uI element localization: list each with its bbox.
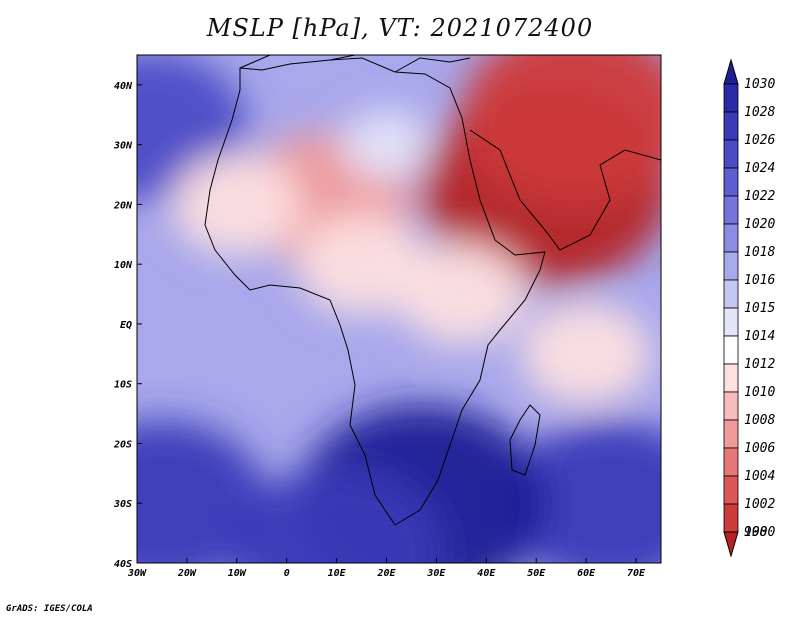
colorbar-segment — [723, 83, 739, 113]
colorbar-label: 1000 — [744, 525, 775, 540]
colorbar-label: 1012 — [744, 357, 775, 372]
colorbar-label: 1028 — [744, 105, 775, 120]
x-tick-label: 20W — [177, 568, 197, 579]
colorbar-label: 1010 — [744, 385, 775, 400]
colorbar-segment — [723, 503, 739, 533]
y-tick-label: 20S — [113, 439, 132, 450]
colorbar-label: 1015 — [744, 301, 775, 316]
colorbar-label: 1002 — [744, 497, 775, 512]
colorbar-label: 1030 — [744, 77, 775, 92]
colorbar-segment — [723, 167, 739, 197]
colorbar-label: 1004 — [744, 469, 775, 484]
y-tick-label: 30S — [113, 499, 132, 510]
colorbar-label: 1026 — [744, 133, 775, 148]
plot-frame — [136, 54, 662, 564]
y-tick-label: 30N — [113, 141, 133, 152]
coastlines — [204, 55, 661, 526]
x-tick-label: 10E — [328, 568, 347, 579]
y-tick-label: EQ — [120, 320, 132, 331]
colorbar-label: 1022 — [744, 189, 775, 204]
colorbar-segment — [723, 111, 739, 141]
y-tick-label: 10S — [114, 380, 132, 391]
colorbar-segment — [723, 335, 739, 365]
colorbar-label: 1006 — [744, 441, 775, 456]
pressure-blob — [521, 302, 652, 405]
axis-ticks: 30W 20W 10W 0 10E 20E 30E 40E 50E 60E 70E 40N 30N 20N… — [113, 81, 646, 579]
pressure-blob — [461, 55, 661, 206]
colorbar-segment — [723, 475, 739, 505]
arabia-coastline — [469, 129, 661, 251]
colorbar-label: 1008 — [744, 413, 775, 428]
mediterranean-coastline — [239, 55, 471, 73]
y-tick-label: 10N — [114, 260, 133, 271]
colorbar-label: 1014 — [744, 329, 775, 344]
colorbar-segment — [723, 307, 739, 337]
x-tick-label: 70E — [627, 568, 646, 579]
pressure-blob — [341, 109, 432, 180]
pressure-blobs — [137, 55, 661, 563]
colorbar-bottom-arrow — [723, 531, 739, 558]
grads-credit: GrADS: IGES/COLA — [6, 604, 93, 614]
pressure-field — [137, 55, 661, 563]
madagascar-coastline — [509, 404, 541, 476]
colorbar-segment — [723, 139, 739, 169]
colorbar-segment — [723, 363, 739, 393]
x-tick-label: 30W — [127, 568, 147, 579]
pressure-blob — [231, 468, 442, 563]
colorbar-segment — [723, 251, 739, 281]
x-tick-label: 60E — [577, 568, 596, 579]
colorbar-segment — [723, 447, 739, 477]
x-tick-label: 30E — [426, 568, 446, 579]
colorbar-label: 1024 — [744, 161, 775, 176]
colorbar-segment — [723, 279, 739, 309]
colorbar-label: 1020 — [744, 217, 775, 232]
colorbar-segment — [723, 195, 739, 225]
colorbar-label: 998 — [744, 525, 768, 540]
x-tick-label: 0 — [284, 568, 290, 579]
colorbar-segment — [723, 223, 739, 253]
x-tick-label: 40E — [477, 568, 496, 579]
colorbar: 1030 1028 1026 1024 1022 1020 1018 1016 1015 1014… — [723, 58, 775, 558]
colorbar-top-arrow — [723, 58, 739, 85]
y-tick-label: 40N — [114, 81, 133, 92]
colorbar-label: 1018 — [744, 245, 775, 260]
pressure-blob — [296, 213, 427, 316]
x-tick-label: 50E — [527, 568, 546, 579]
y-tick-label: 20N — [113, 200, 133, 211]
colorbar-segment — [723, 419, 739, 449]
colorbar-segment — [723, 391, 739, 421]
pressure-blob — [506, 420, 661, 563]
pressure-blob — [137, 420, 267, 563]
colorbar-label: 1016 — [744, 273, 775, 288]
y-tick-label: 40S — [114, 559, 132, 570]
pressure-blob — [171, 153, 302, 256]
map-title: MSLP [hPa], VT: 2021072400 — [206, 14, 594, 42]
x-tick-label: 20E — [376, 568, 396, 579]
africa-coastline — [204, 57, 546, 526]
x-tick-label: 10W — [228, 568, 247, 579]
pressure-blob — [396, 243, 527, 346]
